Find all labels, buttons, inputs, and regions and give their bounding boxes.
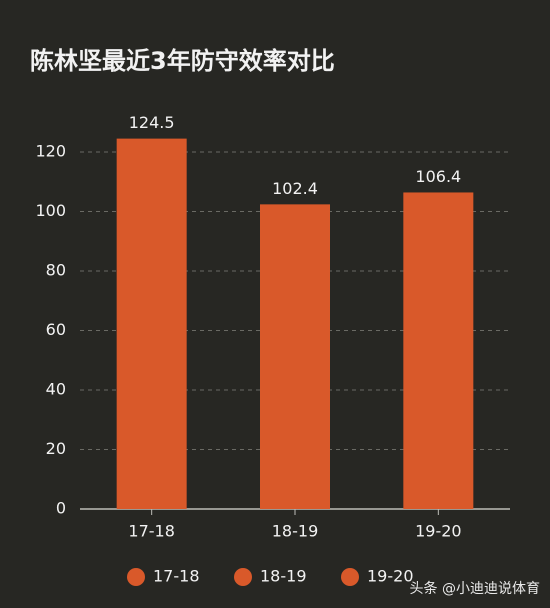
y-tick-label: 100 [35,201,66,220]
data-label: 106.4 [415,167,461,186]
data-label: 124.5 [129,113,175,132]
y-tick-label: 60 [46,320,66,339]
y-tick-label: 20 [46,439,66,458]
legend-marker [234,568,252,586]
bar [260,204,330,510]
x-tick-label: 18-19 [272,522,319,541]
watermark: 头条 @小迪迪说体育 [410,580,540,597]
bar [403,192,474,509]
y-tick-label: 0 [56,499,66,518]
legend-label: 17-18 [153,567,200,586]
data-label: 102.4 [272,179,318,198]
y-tick-label: 40 [46,380,66,399]
legend-marker [341,568,359,586]
legend-label: 18-19 [260,567,307,586]
legend-label: 19-20 [367,567,414,586]
y-tick-label: 120 [35,142,66,161]
chart-title: 陈林坚最近3年防守效率对比 [30,47,335,75]
y-tick-label: 80 [46,261,66,280]
x-tick-label: 19-20 [415,522,462,541]
bar [116,138,187,510]
legend-marker [127,568,145,586]
x-tick-label: 17-18 [128,522,175,541]
